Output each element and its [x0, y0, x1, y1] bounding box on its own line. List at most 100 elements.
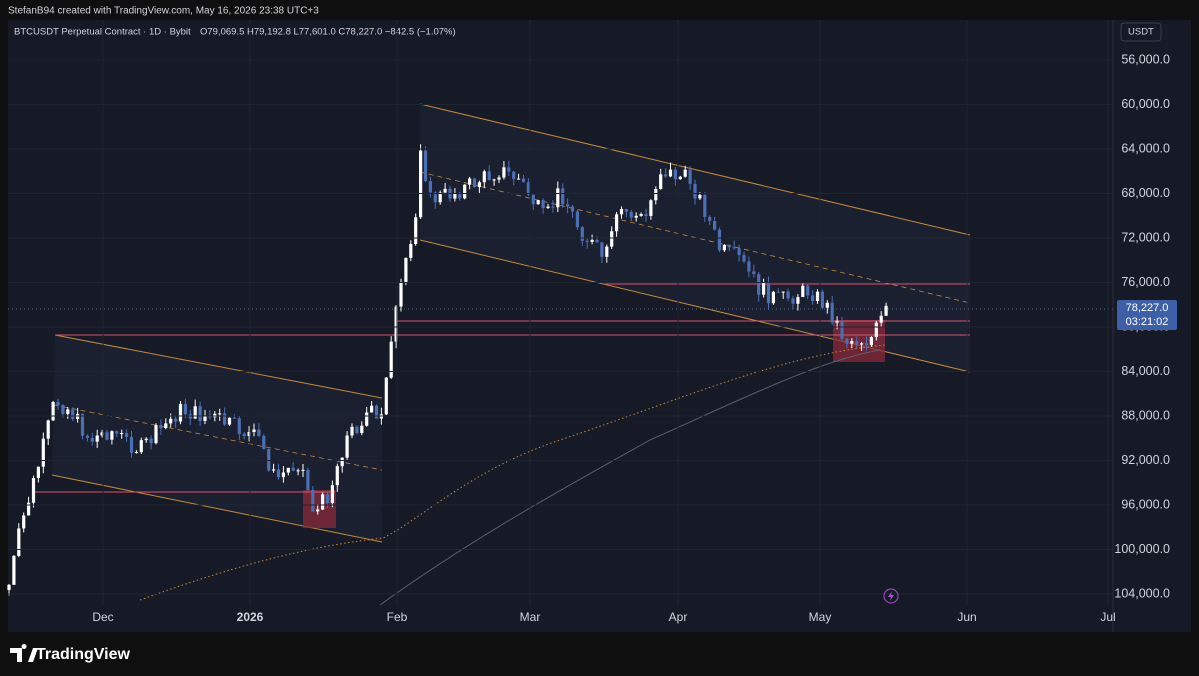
candle-body	[409, 244, 413, 258]
candle-body	[757, 274, 761, 295]
candle-body	[325, 494, 330, 503]
candle-body	[874, 322, 878, 337]
candle-body	[90, 437, 94, 442]
candle-body	[85, 435, 89, 438]
candle-body	[786, 291, 790, 299]
candle-body	[815, 291, 820, 302]
candle-body	[350, 426, 354, 436]
candle-body	[252, 429, 256, 433]
candle-body	[12, 555, 16, 585]
candle-body	[51, 402, 55, 421]
currency[interactable]: USDT	[1128, 27, 1154, 38]
candle-body	[766, 283, 771, 304]
candle-body	[737, 248, 741, 256]
currency-box[interactable]	[1120, 22, 1162, 42]
logo-mark	[10, 644, 38, 662]
candle-body	[869, 336, 873, 346]
candle-body	[629, 211, 633, 218]
candle-body	[517, 178, 521, 180]
candle-body	[66, 409, 70, 415]
candle-body	[551, 206, 555, 208]
candle-body	[27, 502, 31, 516]
candle-body	[512, 171, 516, 179]
candle-body	[497, 177, 501, 180]
candle-body	[110, 431, 114, 440]
candle-body	[624, 209, 628, 212]
candle-body	[575, 211, 579, 228]
candle-body	[855, 341, 859, 345]
alert-icon[interactable]	[883, 588, 899, 604]
candle-body	[41, 438, 45, 467]
candle-body	[595, 239, 599, 243]
candle-body	[526, 182, 530, 195]
candle-body	[791, 298, 795, 304]
candle-body	[492, 179, 496, 181]
candle-body	[468, 178, 472, 185]
candle-body	[306, 469, 310, 490]
candle-body	[149, 438, 153, 444]
candle-body	[747, 261, 751, 272]
candle-body	[634, 215, 638, 218]
candle-body	[120, 433, 124, 435]
candle-body	[556, 188, 560, 208]
candle-body	[340, 457, 344, 467]
candle-body	[845, 338, 849, 344]
candle-body	[683, 169, 687, 177]
channel-fill	[52, 335, 382, 542]
candle-body	[507, 167, 511, 172]
candle-body	[825, 302, 829, 308]
candle-body	[708, 216, 712, 221]
candle-body	[164, 423, 168, 429]
candle-body	[541, 200, 545, 209]
moving-average	[379, 349, 881, 606]
candle-body	[428, 181, 432, 193]
candle-body	[301, 469, 305, 471]
candle-body	[174, 418, 178, 422]
candle-body	[17, 528, 21, 556]
candle-body	[345, 435, 349, 458]
candle-body	[487, 171, 491, 180]
credit: StefanB94 created with TradingView.com, …	[8, 6, 319, 17]
candle-body	[806, 285, 810, 296]
candle-body	[419, 150, 423, 218]
candle-body	[884, 305, 888, 316]
candle-body	[134, 452, 138, 454]
candle-body	[536, 200, 540, 205]
candle-body	[404, 257, 408, 282]
candle-body	[668, 169, 673, 177]
time-label: May	[809, 610, 832, 624]
candle-body	[370, 405, 374, 413]
candle-body	[752, 271, 756, 275]
candle-body	[580, 227, 584, 241]
candle-body	[458, 193, 462, 199]
time-label: Jul	[1100, 610, 1115, 624]
candle-body	[311, 489, 315, 512]
candle-body	[644, 214, 648, 216]
candle-body	[183, 403, 187, 415]
candle-body	[257, 429, 261, 436]
candle-body	[771, 291, 775, 304]
candle-body	[570, 206, 575, 212]
candle-body	[95, 435, 99, 442]
candle-body	[605, 246, 609, 257]
price-label: 60,000.0	[1121, 97, 1170, 111]
candle-body	[193, 406, 197, 419]
candle-body	[7, 584, 11, 590]
time-label: Apr	[669, 610, 688, 624]
price-label: 92,000.0	[1121, 453, 1170, 467]
price-label: 68,000.0	[1121, 186, 1170, 200]
candle-body	[394, 306, 398, 342]
candles	[7, 144, 888, 596]
candle-body	[678, 176, 682, 180]
candle-body	[477, 182, 481, 188]
candle-body	[129, 436, 134, 453]
candle-body	[610, 231, 614, 247]
candle-body	[673, 169, 677, 180]
time-axis: Dec 2026 Feb Mar Apr May Jun Jul	[92, 610, 1115, 624]
candle-body	[438, 192, 442, 203]
candle-body	[727, 244, 731, 248]
candle-body	[46, 420, 50, 439]
candle-body	[139, 440, 143, 453]
candle-body	[281, 472, 285, 478]
